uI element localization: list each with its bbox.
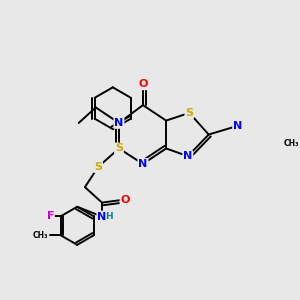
Text: N: N [138, 159, 148, 169]
Text: H: H [105, 212, 112, 221]
Text: S: S [115, 143, 123, 154]
Text: F: F [46, 211, 54, 221]
Text: N: N [233, 121, 242, 131]
Text: O: O [121, 194, 130, 205]
Text: CH₃: CH₃ [32, 231, 48, 240]
Text: O: O [138, 79, 148, 89]
Text: S: S [185, 108, 193, 118]
Text: CH₃: CH₃ [284, 139, 300, 148]
Text: N: N [183, 151, 192, 161]
Text: N: N [97, 212, 106, 221]
Text: S: S [94, 162, 102, 172]
Text: N: N [114, 118, 124, 128]
